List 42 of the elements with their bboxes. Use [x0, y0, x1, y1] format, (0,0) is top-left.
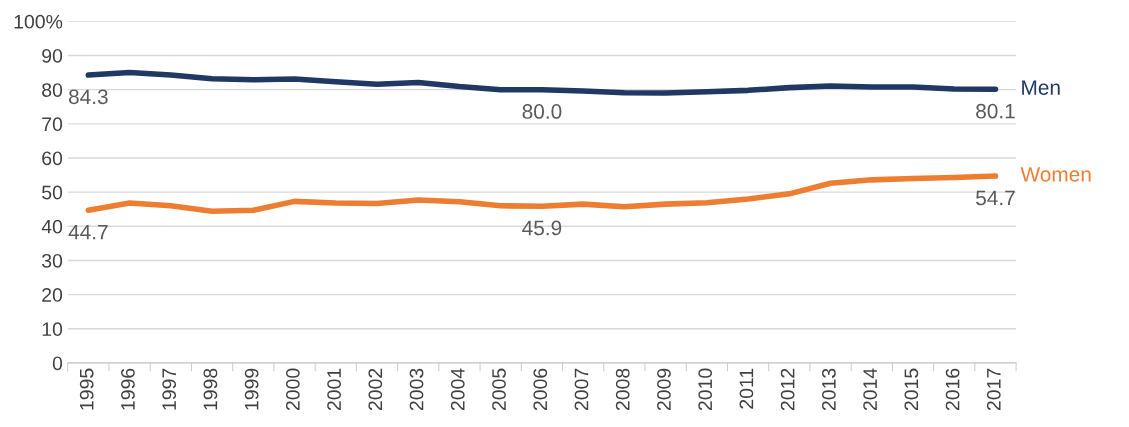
- data-label: 80.1: [976, 103, 1015, 119]
- data-label: 54.7: [976, 190, 1015, 206]
- x-tick-label: 1995: [79, 368, 94, 410]
- data-label: 84.3: [68, 89, 108, 105]
- x-tick-label: 2010: [698, 368, 713, 411]
- data-label: 44.7: [68, 224, 108, 240]
- x-tick-label: 1997: [162, 368, 177, 410]
- x-tick-label: 2013: [822, 368, 836, 411]
- x-tick-label: 2000: [285, 368, 300, 411]
- x-tick-label: 2004: [450, 368, 465, 411]
- x-tick-label: 2015: [904, 368, 919, 411]
- x-tick-label: 2007: [574, 368, 589, 411]
- y-tick-label: 10: [42, 322, 63, 337]
- y-tick-label: 30: [41, 253, 63, 268]
- x-tick-label: 2006: [533, 368, 548, 411]
- x-tick-label: 2008: [615, 368, 630, 411]
- y-tick-label: 80: [42, 83, 63, 97]
- y-tick-label: 20: [42, 288, 63, 302]
- x-tick-label: 2011: [739, 368, 754, 409]
- y-tick-label: 50: [42, 185, 63, 200]
- data-label: 45.9: [522, 220, 562, 236]
- y-tick-label: 70: [42, 117, 63, 132]
- x-tick-label: 1998: [203, 368, 218, 410]
- y-tick-label: 40: [41, 219, 63, 234]
- x-tick-label: 2014: [863, 368, 877, 411]
- x-tick-label: 2003: [409, 368, 424, 411]
- x-tick-label: 2002: [368, 368, 383, 411]
- x-tick-label: 1996: [121, 368, 135, 410]
- x-tick-label: 2012: [780, 368, 795, 411]
- y-tick-label: 90: [42, 48, 63, 63]
- data-label: 80.0: [522, 104, 562, 119]
- y-tick-label: 60: [42, 151, 63, 166]
- x-tick-label: 2009: [657, 368, 671, 411]
- x-tick-label: 2016: [945, 368, 960, 411]
- y-tick-label: 100%: [14, 14, 63, 29]
- series-label: Women: [1020, 167, 1091, 182]
- y-tick-label: 0: [52, 356, 63, 371]
- x-tick-label: 2001: [327, 368, 341, 411]
- x-tick-label: 1999: [244, 368, 259, 410]
- x-tick-label: 2017: [986, 368, 1001, 411]
- x-tick-label: 2005: [492, 368, 506, 411]
- series-label: Men: [1022, 80, 1060, 95]
